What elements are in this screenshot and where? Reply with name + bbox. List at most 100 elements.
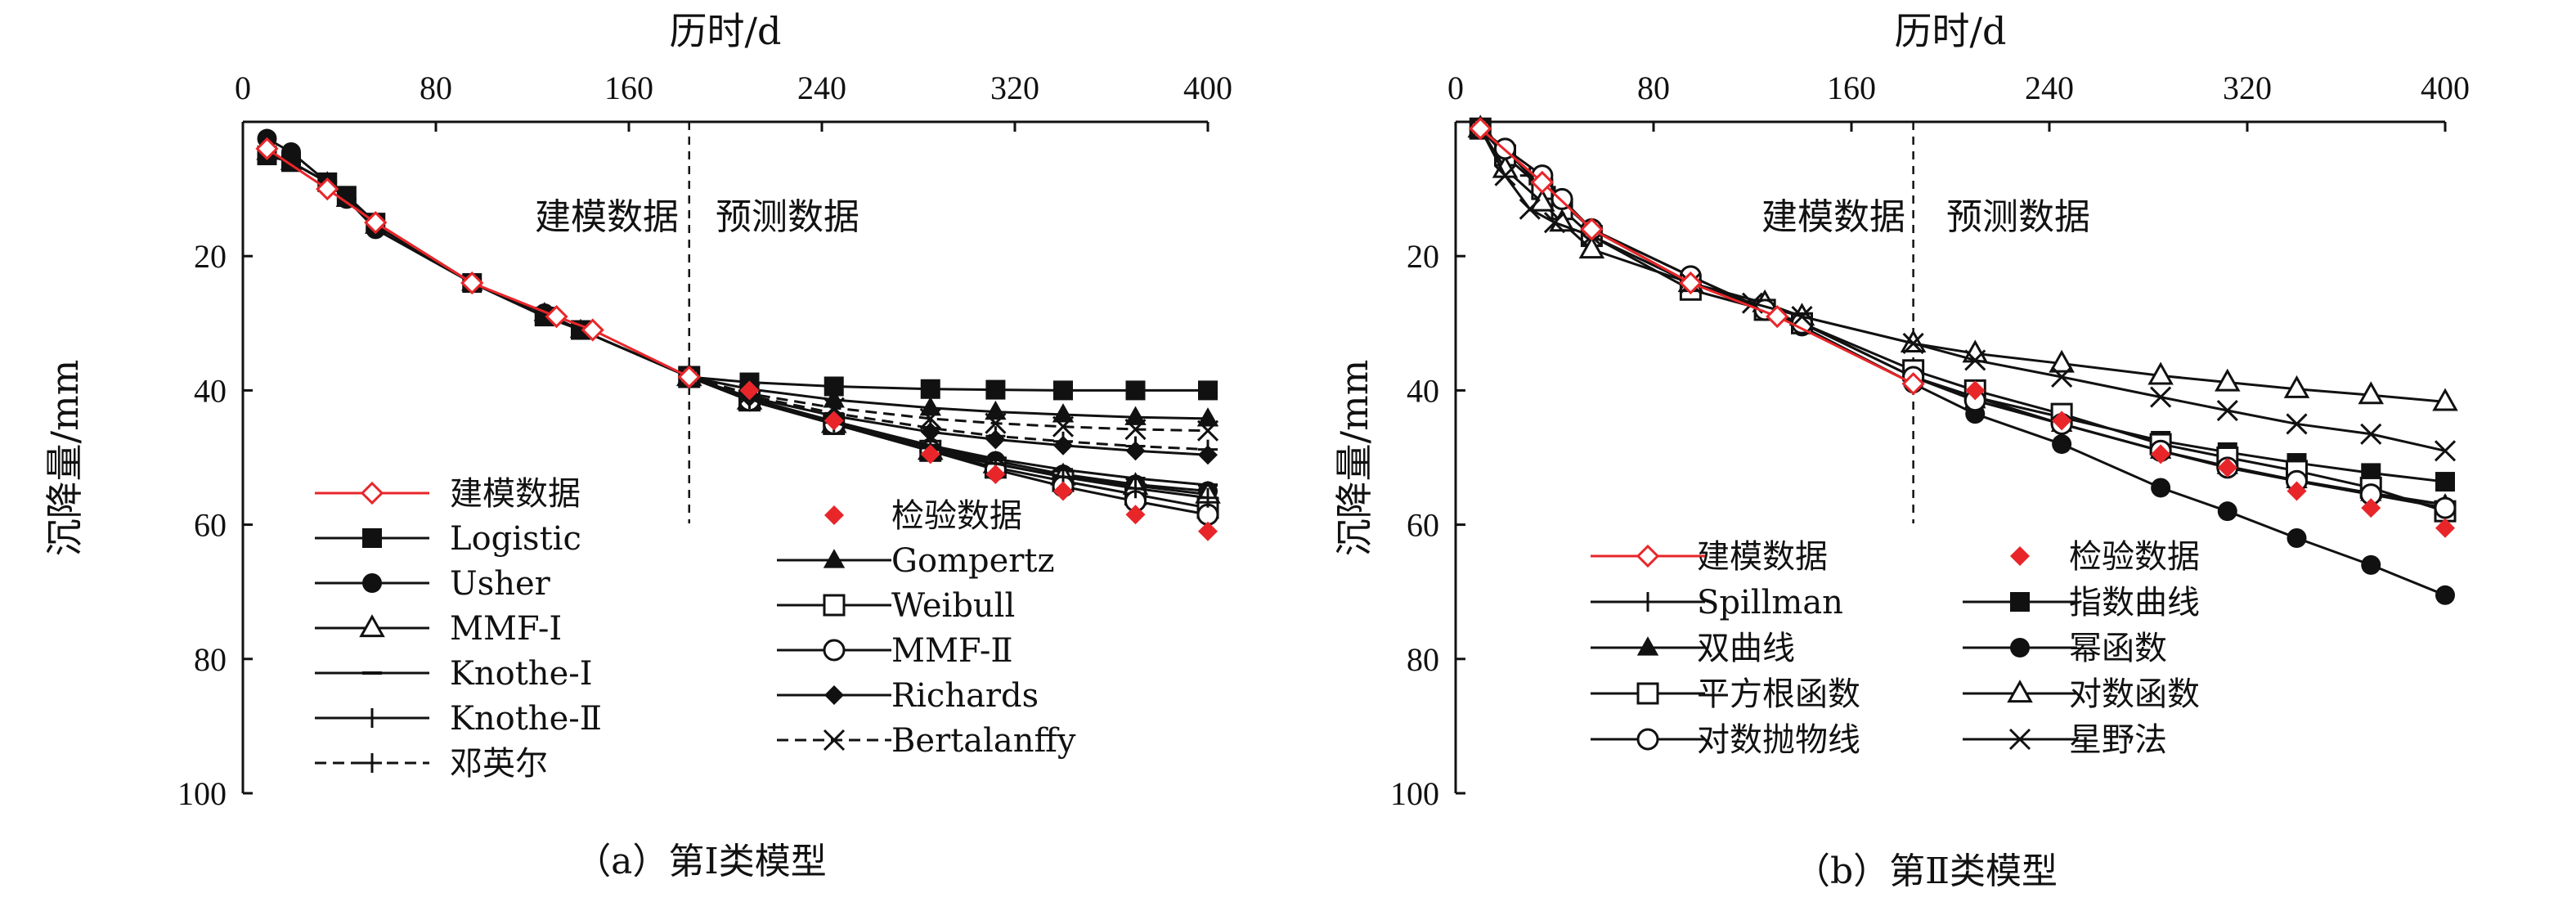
data-point [1580,218,1604,241]
legend-label: 对数抛物线 [1697,721,1860,759]
x-tick-label: 240 [2025,70,2074,106]
legend-entry-11: Bertalanffy [777,722,1076,760]
data-point [1053,481,1073,501]
legend-entry-6: 平方根函数 [1591,675,1860,713]
data-point [1469,117,1492,141]
data-point [2051,366,2073,388]
y-tick-label: 20 [1407,238,1439,275]
legend-entry-4: Usher [315,565,551,603]
data-point [985,426,1006,447]
data-point [1679,271,1703,295]
series-line [689,375,1209,451]
data-point [2434,496,2457,519]
legend-marker [360,481,384,505]
annotation-modeling-data: 建模数据 [535,196,679,238]
data-point [2151,478,2171,498]
data-point [1965,380,1986,401]
legend-label: Knothe-Ⅰ [450,655,593,693]
data-point [2052,434,2072,455]
legend-marker [2010,638,2030,657]
series-line [1913,375,2446,483]
legend-marker [362,753,382,773]
data-point [1791,306,1813,328]
series-line [1479,128,2446,403]
legend-label: 建模数据 [1697,538,1828,576]
x-axis-title: 历时/d [1895,9,2007,53]
x-axis-title: 历时/d [670,9,782,53]
data-point [920,418,940,438]
legend-marker [824,505,844,525]
data-point [1494,164,1516,186]
x-tick-label: 80 [420,70,452,106]
data-point [1519,198,1541,220]
legend-label: Bertalanffy [891,722,1076,760]
legend-entry-2: Spillman [1591,584,1843,622]
data-point [2151,444,2171,464]
x-tick-label: 0 [235,70,251,106]
legend-label: 指数曲线 [2069,584,2200,622]
series-3 [256,141,1219,427]
data-point [739,380,760,401]
legend-entry-6: MMF-Ⅰ [315,610,562,648]
data-point [1766,304,1789,329]
data-point [1196,407,1219,427]
data-point [920,444,940,464]
series-1 [739,380,1218,541]
data-point [920,379,940,399]
data-point [1964,349,1986,371]
data-point [1125,505,1146,525]
legend-entry-1: 检验数据 [824,497,1022,535]
data-point [2150,386,2172,408]
series-line [689,375,1209,456]
data-point [460,271,484,295]
data-point [2147,361,2174,385]
data-point [677,365,701,389]
y-tick-label: 100 [1390,775,1439,812]
legend-entry-3: Gompertz [777,542,1055,580]
y-tick-label: 100 [177,775,227,812]
series-line [266,150,1209,420]
data-point [2361,498,2381,518]
data-point [2434,440,2457,462]
legend-label: Logistic [450,520,581,558]
data-point [985,464,1006,485]
legend-label: 双曲线 [1697,630,1795,667]
data-point [1551,187,1573,210]
x-tick-label: 80 [1637,70,1670,106]
data-point [336,189,357,209]
legend-marker [823,639,846,662]
legend-entry-8: 对数抛物线 [1591,721,1860,759]
data-point [985,412,1007,434]
data-point [545,304,568,329]
data-point [985,400,1007,420]
data-point [1124,406,1147,425]
panel-caption: （a）第Ⅰ类模型 [575,841,827,882]
y-tick-label: 80 [1407,641,1439,678]
legend-entry-7: 对数函数 [1963,675,2200,713]
data-point [2435,472,2455,492]
data-point [2217,501,2237,522]
legend-marker [823,594,846,617]
legend-entry-5: 幂函数 [1963,630,2167,667]
series-line [689,375,1209,500]
series-line [266,137,1209,493]
y-tick-label: 20 [194,238,227,275]
x-tick-label: 320 [990,70,1039,106]
data-point [985,379,1006,400]
y-tick-label: 80 [194,641,227,678]
data-point [824,411,844,431]
legend-entry-9: 星野法 [1963,721,2167,759]
legend-marker [1636,682,1659,705]
x-tick-label: 400 [1183,70,1232,106]
series-8 [1469,117,2457,519]
legend-label: Knothe-Ⅱ [450,700,602,738]
data-point [1198,487,1218,508]
data-point [1530,170,1554,195]
series-line [689,375,1209,516]
data-point [919,396,941,416]
data-point [2435,518,2455,538]
legend-marker [2008,728,2031,751]
data-point [2358,381,2385,405]
series-0 [255,137,701,389]
